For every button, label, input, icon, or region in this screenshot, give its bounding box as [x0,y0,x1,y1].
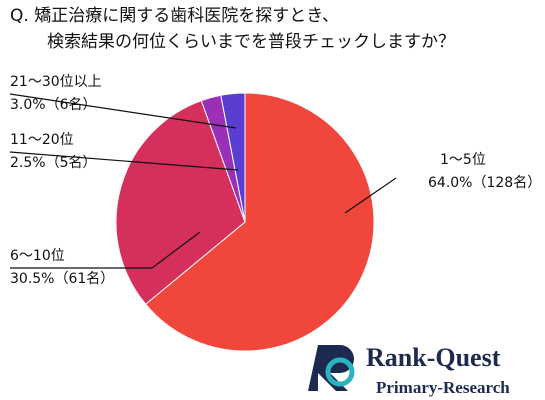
leader-line [9,151,239,171]
slice-label: 1〜5位 [440,152,486,168]
value-label: 3.0%（6名） [10,97,96,113]
logo-name: Rank-Quest [366,343,501,372]
logo-icon [308,345,355,391]
value-label: 30.5%（61名） [10,271,114,287]
pie-slice [220,92,246,223]
slice-label: 6〜10位 [10,248,65,264]
leader-line [344,177,397,214]
slice-label: 21〜30位以上 [10,74,102,90]
leader-line [9,93,237,129]
value-label: 64.0%（128名） [428,175,541,191]
chart-title: Q. 矯正治療に関する歯科医院を探すとき、 [10,6,339,26]
chart-title: 検索結果の何位くらいまでを普段チェックしますか？ [47,32,455,52]
leader-line [10,231,201,269]
pie-slice [144,92,375,352]
value-label: 2.5%（5名） [10,155,96,171]
logo-tagline: Primary-Research [376,378,510,397]
pie-slice [115,99,246,305]
slice-label: 11〜20位 [10,132,74,148]
